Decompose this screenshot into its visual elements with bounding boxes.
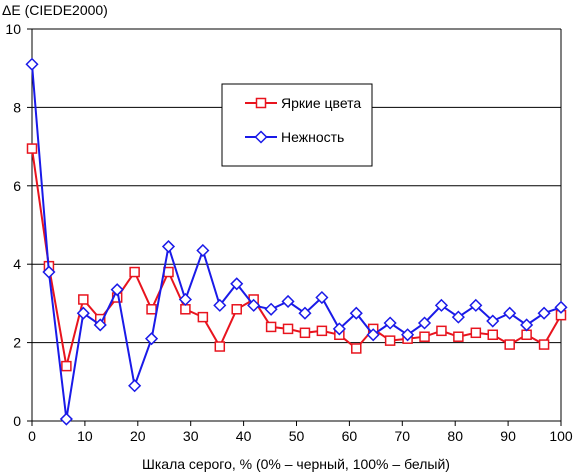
legend: Яркие цвета Нежность <box>221 83 373 167</box>
x-axis-title: Шкала серого, % (0% – черный, 100% – бел… <box>142 456 450 472</box>
data-point <box>332 322 346 336</box>
data-point <box>470 327 482 339</box>
data-point <box>61 360 72 372</box>
data-point <box>231 304 242 315</box>
data-point <box>230 277 244 291</box>
legend-entry: Яркие цвета <box>245 95 361 111</box>
x-tick-label: 70 <box>395 428 411 444</box>
data-point <box>521 329 532 341</box>
data-point <box>197 311 209 323</box>
x-tick-label: 60 <box>342 428 358 444</box>
data-point <box>178 292 192 307</box>
data-point <box>504 339 515 350</box>
x-tick-label: 100 <box>549 428 573 444</box>
data-point <box>264 302 278 316</box>
x-tick-label: 20 <box>130 428 146 444</box>
y-tick-label: 0 <box>13 413 21 429</box>
gridlines <box>32 28 561 344</box>
data-point <box>298 306 312 320</box>
data-point <box>214 341 226 352</box>
data-point <box>503 306 517 320</box>
y-tick-label: 2 <box>13 335 21 351</box>
series-line <box>31 148 562 367</box>
data-point <box>316 325 328 337</box>
data-point <box>180 304 191 315</box>
data-point <box>451 310 465 324</box>
data-point <box>299 327 311 339</box>
data-point <box>144 332 159 346</box>
data-point <box>486 314 500 328</box>
data-point <box>110 283 124 297</box>
data-point <box>281 294 295 309</box>
data-point <box>384 335 396 346</box>
legend-marker <box>255 97 267 109</box>
data-point <box>128 379 142 393</box>
x-tick-label: 90 <box>500 428 516 444</box>
series-lines <box>25 57 568 426</box>
data-point <box>25 57 39 71</box>
data-point <box>349 306 363 320</box>
data-point <box>213 298 227 312</box>
data-point <box>554 300 568 314</box>
series-1 <box>26 143 567 372</box>
data-point <box>537 306 551 320</box>
legend-box <box>221 83 373 167</box>
data-point <box>469 298 483 312</box>
legend-marker <box>254 130 268 144</box>
x-tick-label: 50 <box>289 428 305 444</box>
data-point <box>436 325 447 337</box>
data-point <box>538 339 550 350</box>
data-point <box>351 343 362 354</box>
data-point <box>383 316 397 330</box>
y-tick-label: 6 <box>13 178 21 194</box>
data-point <box>161 239 176 254</box>
data-point <box>417 316 432 330</box>
data-point <box>26 143 38 154</box>
x-tick-label: 80 <box>447 428 463 444</box>
y-tick-label: 10 <box>5 21 21 37</box>
legend-entry: Нежность <box>245 129 344 145</box>
data-point <box>196 243 210 258</box>
legend-label: Нежность <box>281 129 344 145</box>
data-point <box>487 329 499 341</box>
x-tick-label: 30 <box>183 428 199 444</box>
legend-label: Яркие цвета <box>281 95 361 111</box>
data-point <box>59 412 73 426</box>
x-tick-label: 10 <box>77 428 93 444</box>
data-point <box>76 306 90 320</box>
data-point <box>265 321 277 333</box>
y-axis-title: ΔE (CIEDE2000) <box>2 2 108 18</box>
data-point <box>419 331 430 342</box>
data-point <box>520 318 534 332</box>
data-point <box>453 331 464 342</box>
data-point <box>129 266 140 278</box>
data-point <box>78 294 89 305</box>
data-point <box>401 328 415 342</box>
tick-labels: 0 10 20 30 40 50 60 70 80 90 100 0 2 4 6 8 10 <box>5 21 572 444</box>
x-tick-label: 0 <box>28 428 36 444</box>
data-point <box>366 328 380 342</box>
data-point <box>434 298 449 312</box>
y-tick-label: 8 <box>13 99 21 115</box>
data-point <box>315 290 329 305</box>
data-point <box>146 304 157 315</box>
data-point <box>93 318 107 332</box>
x-tick-label: 40 <box>236 428 252 444</box>
data-point <box>42 265 56 279</box>
data-point <box>282 323 294 335</box>
data-point <box>247 298 261 312</box>
series-2 <box>25 57 568 426</box>
y-tick-label: 4 <box>13 256 21 272</box>
